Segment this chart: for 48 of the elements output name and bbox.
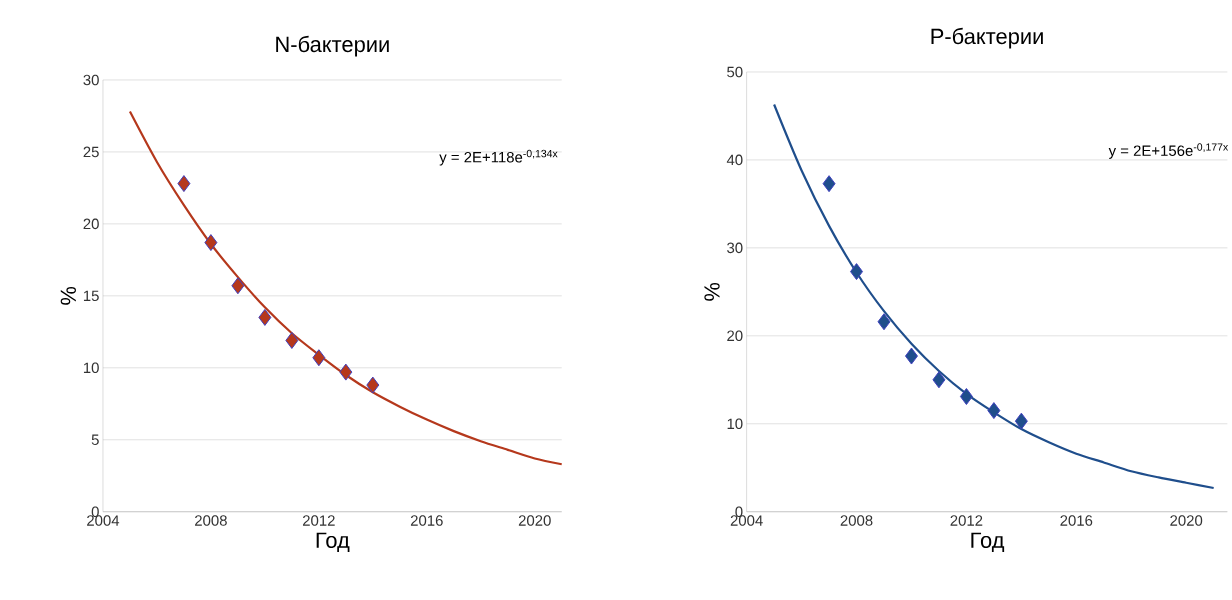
x-tick-label: 2012 xyxy=(302,515,335,526)
annotation: y = 2E+156e$^{-0,177x}$ xyxy=(1108,143,1229,160)
point xyxy=(231,277,245,295)
x-tick-label: 2004 xyxy=(730,515,763,526)
x-tick-label: 2008 xyxy=(840,515,873,526)
point xyxy=(339,363,353,381)
point xyxy=(366,376,380,394)
y-axis-title: % xyxy=(60,287,76,305)
y-tick-label: 5 xyxy=(91,434,99,446)
x-tick-label: 2016 xyxy=(1060,515,1093,526)
y-tick-label: 10 xyxy=(727,418,743,430)
y-tick-label: 20 xyxy=(83,218,99,230)
y-tick-label: 30 xyxy=(83,74,99,86)
point xyxy=(177,175,191,193)
y-tick-label: 40 xyxy=(726,154,743,166)
x-tick-label: 2020 xyxy=(518,515,551,526)
chart-title: N-бактерии xyxy=(276,36,389,57)
y-tick-label: 0 xyxy=(735,506,743,518)
y-tick-label: 50 xyxy=(727,66,743,78)
annotation: y = 2E+118e$^{-0,134x}$ xyxy=(439,150,558,166)
y-tick-label: 25 xyxy=(83,146,99,158)
point xyxy=(258,309,272,327)
chart-title: P-бактерии xyxy=(931,28,1043,49)
y-tick-label: 0 xyxy=(91,506,99,518)
point xyxy=(822,175,836,193)
point xyxy=(204,234,218,252)
y-tick-label: 15 xyxy=(83,290,99,302)
point xyxy=(877,313,891,331)
point xyxy=(1014,412,1028,430)
point xyxy=(285,332,299,350)
point xyxy=(904,347,918,365)
point xyxy=(987,402,1001,420)
x-axis-title: Год xyxy=(316,532,350,553)
y-tick-label: 20 xyxy=(727,330,743,342)
y-axis-title: % xyxy=(704,283,720,301)
x-axis-title: Год xyxy=(971,532,1005,553)
y-tick-label: 10 xyxy=(83,362,99,374)
x-tick-label: 2016 xyxy=(410,515,443,526)
x-tick-label: 2020 xyxy=(1170,515,1203,526)
x-tick-label: 2004 xyxy=(87,515,120,526)
point xyxy=(312,349,326,367)
line-series xyxy=(128,110,563,466)
x-tick-label: 2012 xyxy=(950,515,983,526)
point xyxy=(959,388,973,406)
x-tick-label: 2008 xyxy=(195,515,227,526)
point xyxy=(932,371,946,389)
y-tick-label: 30 xyxy=(727,242,743,254)
point xyxy=(850,263,864,281)
